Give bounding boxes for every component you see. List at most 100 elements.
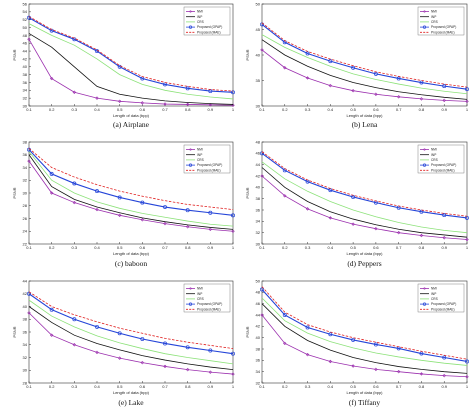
data-point xyxy=(95,189,99,194)
legend-marker xyxy=(188,25,193,29)
x-tick-label: 0.4 xyxy=(328,245,334,250)
series-line-0 xyxy=(261,49,468,102)
y-tick-label: 50 xyxy=(23,25,28,30)
legend-label: NMI xyxy=(197,148,203,152)
y-tick-label: 40 xyxy=(23,64,28,69)
data-point xyxy=(49,333,54,337)
data-point xyxy=(305,352,310,357)
legend-marker xyxy=(188,286,193,291)
data-point xyxy=(396,95,401,99)
data-point xyxy=(419,351,424,356)
series-line-4 xyxy=(28,291,234,349)
data-point xyxy=(185,367,190,372)
chart-caption: (f) Tiffany xyxy=(349,398,381,407)
legend-marker xyxy=(188,163,193,167)
x-axis-label: Length of data (bpp) xyxy=(346,390,383,395)
legend-label: CRS xyxy=(197,158,204,162)
legend-label: Proposed (MAE) xyxy=(431,30,455,34)
data-point xyxy=(163,364,167,369)
x-tick-label: 0.9 xyxy=(441,107,447,112)
data-point xyxy=(140,101,145,105)
legend-marker xyxy=(188,9,193,14)
data-point xyxy=(117,213,122,218)
y-tick-label: 48 xyxy=(256,139,261,144)
legend-label: Proposed (MAE) xyxy=(197,307,221,311)
y-tick-label: 32 xyxy=(23,355,28,360)
y-tick-label: 34 xyxy=(23,88,28,93)
data-point xyxy=(351,222,355,226)
data-point xyxy=(351,364,355,368)
y-axis-label: PSNR xyxy=(245,187,250,198)
series-line-3 xyxy=(261,152,468,219)
y-tick-label: 42 xyxy=(23,56,28,61)
data-point xyxy=(260,174,264,178)
y-axis-label: PSNR xyxy=(245,49,250,60)
x-tick-label: 0.8 xyxy=(419,384,425,389)
x-tick-label: 0.8 xyxy=(185,245,191,250)
x-tick-label: 0.3 xyxy=(72,384,78,389)
y-tick-label: 30 xyxy=(256,103,261,108)
x-tick-label: 1 xyxy=(232,107,235,112)
data-point xyxy=(208,103,213,107)
data-point xyxy=(231,229,235,233)
x-tick-label: 0.5 xyxy=(350,245,356,250)
legend-label: Proposed (OPAP) xyxy=(197,25,222,29)
x-tick-label: 0.3 xyxy=(72,107,78,112)
x-axis-label: Length of data (bpp) xyxy=(346,113,383,118)
y-tick-label: 32 xyxy=(23,96,28,101)
legend-label: INP xyxy=(197,153,202,157)
x-axis-label: Length of data (bpp) xyxy=(113,251,150,256)
data-point xyxy=(95,324,99,329)
y-tick-label: 38 xyxy=(23,139,28,144)
series-line-3 xyxy=(28,149,234,216)
data-point xyxy=(185,208,190,213)
data-point xyxy=(72,343,77,347)
x-axis-label: Length of data (bpp) xyxy=(113,113,150,118)
chart-caption: (d) Peppers xyxy=(347,259,381,268)
legend-label: INP xyxy=(197,15,202,19)
y-tick-label: 22 xyxy=(23,241,28,246)
x-tick-label: 0.1 xyxy=(26,245,32,250)
data-point xyxy=(351,88,355,93)
data-point xyxy=(396,76,401,81)
series-line-0 xyxy=(261,175,468,240)
y-tick-label: 56 xyxy=(23,1,28,6)
x-tick-label: 1 xyxy=(232,384,235,389)
x-tick-label: 0.1 xyxy=(259,245,265,250)
y-tick-label: 30 xyxy=(256,241,261,246)
x-tick-label: 0.6 xyxy=(373,107,379,112)
data-point xyxy=(419,372,424,376)
data-point xyxy=(117,99,122,104)
x-tick-label: 0.1 xyxy=(26,107,32,112)
y-tick-label: 36 xyxy=(23,329,28,334)
y-tick-label: 32 xyxy=(23,178,28,183)
data-point xyxy=(419,233,424,238)
y-tick-label: 48 xyxy=(256,290,261,295)
data-point xyxy=(283,341,287,346)
legend-label: CRS xyxy=(197,297,204,301)
x-tick-label: 0.9 xyxy=(441,245,447,250)
x-tick-label: 0.9 xyxy=(208,245,214,250)
data-point xyxy=(231,213,235,218)
series-line-2 xyxy=(28,299,234,365)
y-tick-label: 40 xyxy=(23,304,28,309)
data-point xyxy=(465,99,469,104)
legend-marker xyxy=(422,163,427,167)
y-tick-label: 32 xyxy=(256,230,261,235)
data-point xyxy=(351,337,356,342)
chart-2: 0.1 0.2 0.3 0.4 0.5 0.6 0.7 0.8 0.9 1 22 24 26 28 30 32… xyxy=(12,139,235,268)
series-line-3 xyxy=(261,289,468,363)
series-line-3 xyxy=(28,293,234,355)
data-point xyxy=(260,287,264,292)
x-tick-label: 1 xyxy=(466,107,469,112)
data-point xyxy=(208,348,213,353)
data-point xyxy=(419,80,424,85)
y-tick-label: 30 xyxy=(23,103,28,108)
legend-marker xyxy=(422,147,427,152)
legend-label: NMI xyxy=(197,287,203,291)
data-point xyxy=(328,332,333,337)
